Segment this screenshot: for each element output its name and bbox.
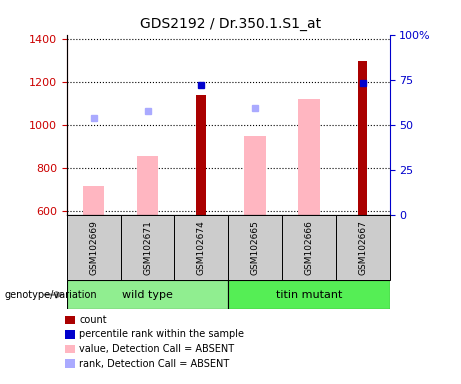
Bar bbox=[336, 215, 390, 280]
Text: wild type: wild type bbox=[122, 290, 173, 300]
Text: count: count bbox=[79, 315, 107, 325]
Bar bbox=[298, 99, 319, 215]
Text: titin mutant: titin mutant bbox=[276, 290, 342, 300]
Bar bbox=[121, 215, 174, 280]
Text: rank, Detection Call = ABSENT: rank, Detection Call = ABSENT bbox=[79, 359, 230, 369]
Bar bbox=[83, 186, 105, 215]
Bar bbox=[228, 280, 390, 309]
Text: GSM102669: GSM102669 bbox=[89, 220, 98, 275]
Text: GDS2192 / Dr.350.1.S1_at: GDS2192 / Dr.350.1.S1_at bbox=[140, 17, 321, 31]
Bar bbox=[196, 95, 206, 215]
Bar bbox=[282, 215, 336, 280]
Text: GSM102665: GSM102665 bbox=[251, 220, 260, 275]
Text: percentile rank within the sample: percentile rank within the sample bbox=[79, 329, 244, 339]
Bar bbox=[137, 156, 158, 215]
Bar bbox=[174, 215, 228, 280]
Text: GSM102671: GSM102671 bbox=[143, 220, 152, 275]
Text: genotype/variation: genotype/variation bbox=[5, 290, 97, 300]
Bar bbox=[228, 215, 282, 280]
Text: GSM102674: GSM102674 bbox=[197, 220, 206, 275]
Bar bbox=[67, 215, 121, 280]
Bar bbox=[358, 61, 367, 215]
Text: GSM102667: GSM102667 bbox=[358, 220, 367, 275]
Bar bbox=[67, 280, 228, 309]
Bar bbox=[244, 136, 266, 215]
Text: value, Detection Call = ABSENT: value, Detection Call = ABSENT bbox=[79, 344, 234, 354]
Text: GSM102666: GSM102666 bbox=[304, 220, 313, 275]
